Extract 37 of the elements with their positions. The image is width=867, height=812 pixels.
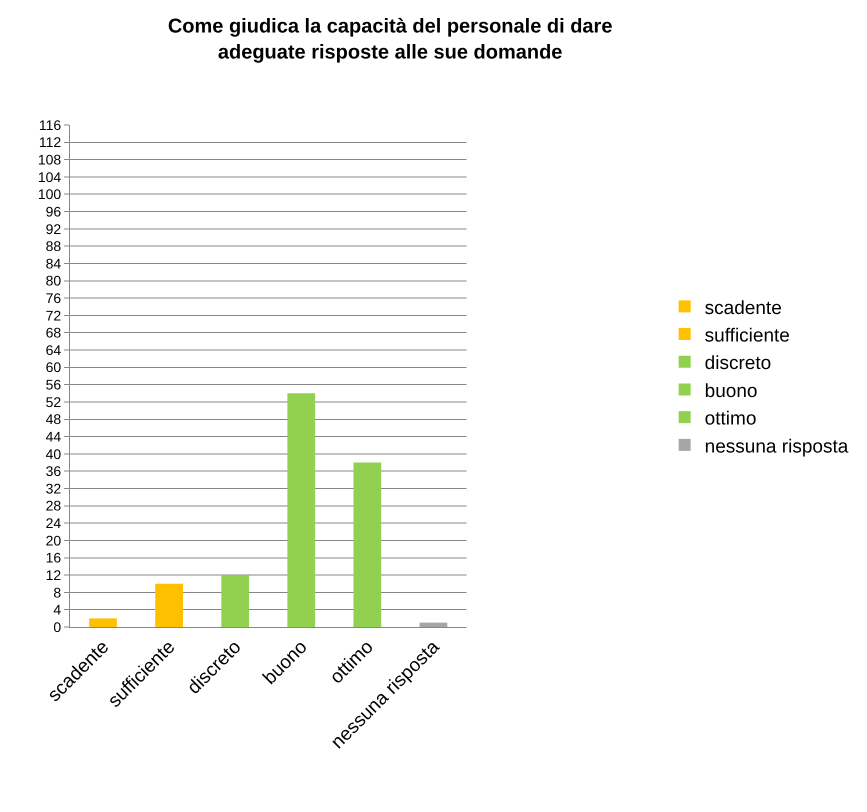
legend-label: nessuna risposta: [704, 436, 849, 458]
y-tick-label: 92: [46, 220, 62, 237]
y-tick-label: 8: [53, 584, 62, 600]
y-tick-label: 48: [46, 411, 62, 428]
y-tick-label: 64: [46, 342, 62, 358]
y-tick-label: 56: [46, 376, 62, 393]
y-tick-label: 96: [46, 203, 62, 220]
y-tick-label: 76: [46, 290, 62, 306]
y-tick-label: 88: [46, 238, 62, 254]
chart-title: Come giudica la capacità del personale di dare adeguate risposte alle sue domande: [168, 15, 612, 64]
y-tick-label: 84: [46, 255, 62, 272]
y-tick-label: 80: [46, 272, 62, 289]
y-tick-label: 0: [53, 618, 62, 635]
y-tick-label: 104: [38, 168, 62, 185]
y-tick-label: 40: [46, 446, 62, 462]
legend-label: sufficiente: [704, 325, 790, 346]
legend-label: discreto: [704, 353, 772, 374]
y-tick-label: 24: [46, 515, 62, 532]
y-tick-label: 116: [38, 116, 62, 133]
legend-label: buono: [704, 380, 758, 402]
y-tick-label: 44: [46, 428, 62, 444]
y-tick-label: 16: [46, 550, 62, 566]
y-tick-label: 60: [46, 359, 62, 376]
y-tick-label: 112: [38, 134, 62, 150]
y-tick-label: 36: [46, 463, 62, 480]
legend-label: scadente: [704, 298, 782, 319]
y-tick-label: 100: [38, 186, 62, 202]
y-tick-label: 108: [38, 152, 62, 168]
y-tick-label: 52: [46, 394, 62, 410]
y-tick-label: 68: [46, 324, 62, 341]
y-tick-label: 72: [46, 307, 62, 324]
legend-label: ottimo: [704, 408, 756, 430]
y-tick-label: 32: [46, 480, 62, 496]
y-tick-label: 20: [46, 532, 62, 548]
y-tick-label: 4: [53, 602, 62, 618]
y-tick-label: 28: [46, 498, 62, 514]
y-tick-label: 12: [46, 566, 62, 583]
